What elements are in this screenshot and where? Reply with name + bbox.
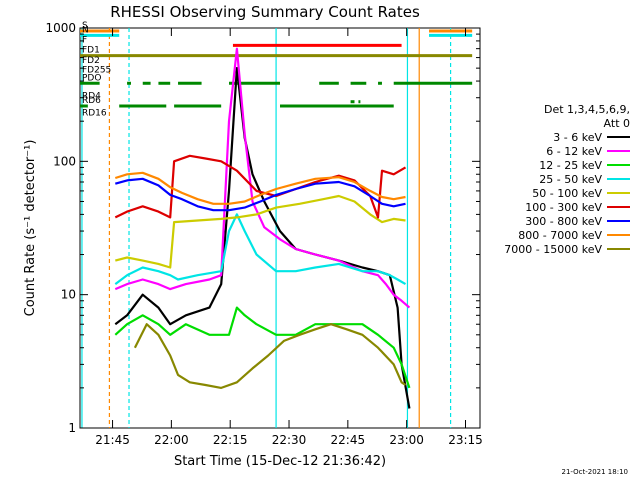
x-tick-label-6: 23:15 bbox=[448, 433, 483, 447]
x-tick-label-4: 22:45 bbox=[331, 433, 366, 447]
series-line-8 bbox=[133, 323, 407, 389]
legend-header-line2: Att 0 bbox=[604, 117, 630, 130]
y-tick-label-3: 1000 bbox=[45, 21, 76, 35]
flag-label-f: F bbox=[82, 35, 87, 45]
generation-timestamp: 21-Oct-2021 18:10 bbox=[562, 468, 628, 476]
flag-label-rd6: RD6 bbox=[82, 96, 101, 106]
x-tick-label-1: 22:00 bbox=[154, 433, 189, 447]
series-line-2 bbox=[114, 306, 411, 389]
series-line-4 bbox=[115, 194, 406, 269]
y-axis-label: Count Rate (s⁻¹ detector⁻¹) bbox=[23, 140, 38, 317]
y-tick-label-1: 10 bbox=[61, 288, 76, 302]
legend-label-7: 800 - 7000 keV bbox=[518, 229, 602, 242]
series-line-5 bbox=[114, 154, 407, 219]
flag-label-fd255: FD255 bbox=[82, 66, 111, 76]
legend-label-3: 25 - 50 keV bbox=[539, 173, 602, 186]
data-series bbox=[114, 47, 411, 409]
flag-label-rd16: RD16 bbox=[82, 108, 107, 118]
flag-label-s: S bbox=[82, 21, 88, 31]
series-line-1 bbox=[114, 47, 411, 309]
legend-label-2: 12 - 25 keV bbox=[539, 159, 602, 172]
legend-label-1: 6 - 12 keV bbox=[546, 145, 602, 158]
y-tick-label-0: 1 bbox=[68, 421, 76, 435]
legend-label-5: 100 - 300 keV bbox=[525, 201, 602, 214]
flag-label-rd4: RD4 bbox=[82, 92, 101, 102]
x-tick-label-3: 22:30 bbox=[272, 433, 307, 447]
legend-label-8: 7000 - 15000 keV bbox=[504, 243, 602, 256]
x-tick-label-5: 23:00 bbox=[389, 433, 424, 447]
legend-label-0: 3 - 6 keV bbox=[553, 131, 602, 144]
legend-header-line1: Det 1,3,4,5,6,9, bbox=[544, 103, 630, 116]
flag-label-fd2: FD2 bbox=[82, 56, 100, 66]
x-tick-label-0: 21:45 bbox=[95, 433, 130, 447]
axes: 21:45 22:00 22:15 22:30 22:45 23:00 23:15 1 10 10… bbox=[45, 21, 482, 447]
y-tick-label-2: 100 bbox=[53, 154, 76, 168]
vertical-markers bbox=[81, 28, 452, 428]
x-tick-label-2: 22:15 bbox=[213, 433, 248, 447]
series-line-7 bbox=[114, 171, 406, 205]
legend-label-4: 50 - 100 keV bbox=[532, 187, 602, 200]
chart-title: RHESSI Observing Summary Count Rates bbox=[110, 3, 420, 21]
plot-area bbox=[79, 27, 481, 429]
flag-label-pdo: PDO bbox=[82, 73, 101, 83]
flag-label-n: N bbox=[82, 25, 89, 35]
x-axis-label: Start Time (15-Dec-12 21:36:42) bbox=[174, 454, 386, 469]
flag-label-fd1: FD1 bbox=[82, 46, 100, 56]
series-line-6 bbox=[115, 177, 406, 212]
legend-label-6: 300 - 800 keV bbox=[525, 215, 602, 228]
series-line-3 bbox=[114, 213, 407, 286]
